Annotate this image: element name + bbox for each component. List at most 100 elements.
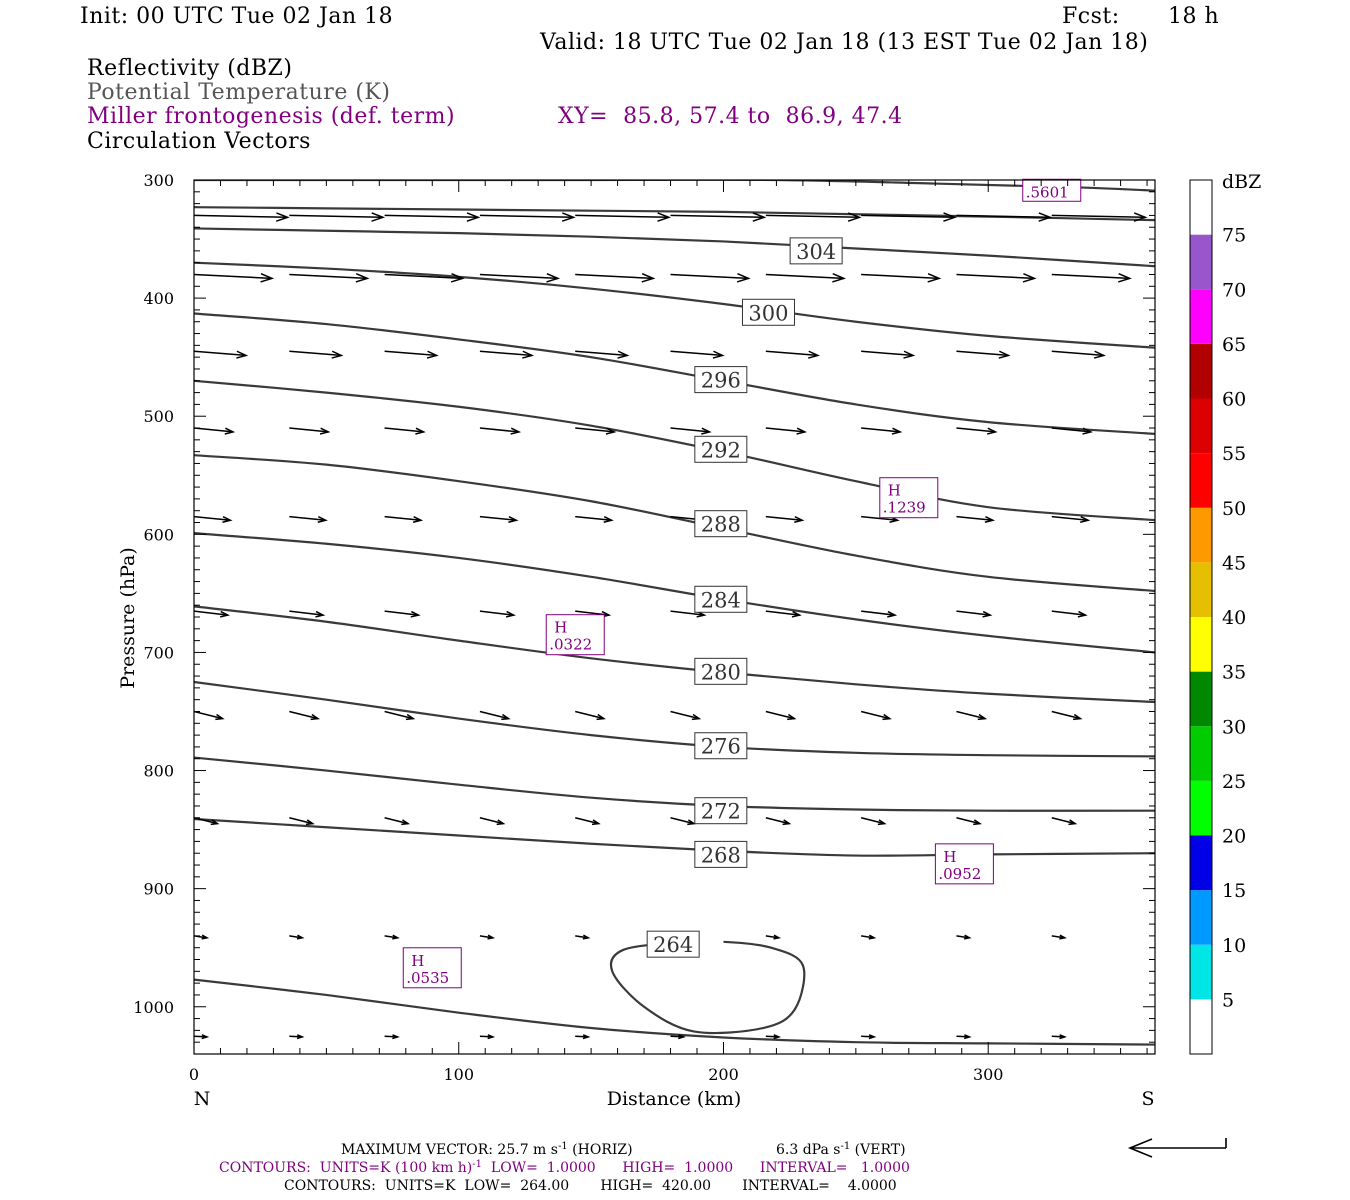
circulation-vector <box>479 1034 496 1040</box>
circulation-vectors <box>194 212 1148 1040</box>
circulation-vector <box>384 817 411 826</box>
vector-head <box>807 350 821 359</box>
circulation-vector <box>384 610 421 618</box>
fronto-max: .5601 <box>1022 178 1082 202</box>
vector-shaft <box>384 515 422 521</box>
circulation-vector <box>670 273 751 283</box>
circulation-vector <box>956 610 993 618</box>
colorbar-swatch <box>1190 999 1212 1054</box>
circulation-vector <box>765 273 847 283</box>
theta-label-text: 280 <box>701 660 741 684</box>
vector-head <box>687 819 697 826</box>
circulation-vector <box>194 515 233 524</box>
fronto-value: .1239 <box>883 499 926 517</box>
vector-head <box>582 934 591 940</box>
vector-head <box>794 516 805 524</box>
circulation-vector <box>479 273 561 283</box>
vector-shaft <box>956 610 991 616</box>
theta-label-box <box>694 585 748 613</box>
colorbar-swatch <box>1190 617 1212 672</box>
vector-head <box>787 713 797 721</box>
fronto-box <box>1022 178 1082 202</box>
vector-shaft <box>289 710 319 720</box>
north-label: N <box>194 1088 211 1110</box>
colorbar-label: 75 <box>1222 225 1246 247</box>
vector-shaft <box>1051 515 1089 521</box>
forecast-hours: 18 h <box>1168 4 1220 29</box>
vector-shaft <box>384 935 398 939</box>
x-tick-label: 0 <box>189 1065 199 1084</box>
vector-shaft <box>765 610 800 616</box>
circulation-vector <box>194 710 225 721</box>
circulation-vector <box>860 710 892 721</box>
vector-head <box>496 819 506 826</box>
theta-contour <box>609 940 806 1035</box>
circulation-vector <box>956 710 988 721</box>
circulation-vector <box>765 427 808 435</box>
circulation-vector <box>575 350 630 359</box>
vector-shaft <box>194 273 273 280</box>
circulation-vector <box>384 515 424 524</box>
vector-head <box>752 212 767 222</box>
vector-shaft <box>575 710 605 720</box>
fronto-value: .0535 <box>406 969 449 987</box>
vector-head <box>487 934 496 940</box>
circulation-vector <box>765 817 792 826</box>
vector-shaft <box>670 273 749 280</box>
fronto-box <box>934 843 994 885</box>
vector-head <box>603 516 614 524</box>
footer-max-vector: MAXIMUM VECTOR: 25.7 m s-1 (HORIZ) <box>341 1141 633 1158</box>
fronto-max: H.0322 <box>545 614 605 656</box>
y-tick-label: 300 <box>143 171 174 190</box>
colorbar-swatch <box>1190 453 1212 508</box>
vector-shaft <box>479 515 517 521</box>
vector-shaft <box>479 214 574 219</box>
colorbar-label: 45 <box>1222 552 1246 574</box>
colorbar-swatch <box>1190 562 1212 617</box>
colorbar-swatch <box>1190 234 1212 290</box>
field-vectors: Circulation Vectors <box>87 129 311 154</box>
circulation-vector <box>575 817 601 826</box>
circulation-vector <box>289 1034 305 1040</box>
circulation-vector <box>289 350 344 359</box>
vector-head <box>963 1034 972 1040</box>
vector-shaft <box>289 935 303 939</box>
circulation-vector <box>384 710 416 721</box>
circulation-vector <box>861 350 916 359</box>
vector-head <box>310 713 321 721</box>
vector-shaft <box>860 817 885 825</box>
colorbar-swatch <box>1190 289 1212 344</box>
circulation-vector <box>479 610 516 618</box>
vector-head <box>998 350 1011 359</box>
vector-shaft <box>289 214 383 219</box>
vector-head <box>201 1034 210 1040</box>
footer-contours-fronto: CONTOURS: UNITS=K (100 km h)-1 LOW= 1.00… <box>219 1159 910 1176</box>
vector-shaft <box>194 515 231 521</box>
vector-shaft <box>956 710 986 720</box>
vector-head <box>796 427 808 435</box>
theta-label-264: 264 <box>646 930 700 958</box>
circulation-vector <box>956 515 996 524</box>
circulation-vector <box>956 817 982 826</box>
fronto-value: .0322 <box>549 636 592 654</box>
colorbar-label: 60 <box>1222 389 1246 411</box>
theta-label-text: 304 <box>796 240 836 264</box>
y-tick-label: 1000 <box>133 998 174 1017</box>
forecast-label: Fcst: <box>1062 4 1120 29</box>
circulation-vector <box>861 934 877 940</box>
vector-head <box>522 350 535 359</box>
circulation-vector <box>765 350 821 359</box>
theta-label-box <box>694 435 748 463</box>
circulation-vector <box>1051 515 1091 524</box>
vector-head <box>847 212 862 222</box>
theta-label-text: 268 <box>701 843 741 867</box>
circulation-vector <box>289 934 305 940</box>
circulation-vector <box>861 427 903 435</box>
field-frontogenesis: Miller frontogenesis (def. term) <box>87 104 456 129</box>
vector-shaft <box>670 427 710 433</box>
circulation-vector <box>861 212 957 222</box>
circulation-vector <box>670 1034 686 1040</box>
circulation-vector <box>956 273 1037 283</box>
fronto-letter: H <box>888 482 901 500</box>
theta-contour <box>194 312 1155 436</box>
